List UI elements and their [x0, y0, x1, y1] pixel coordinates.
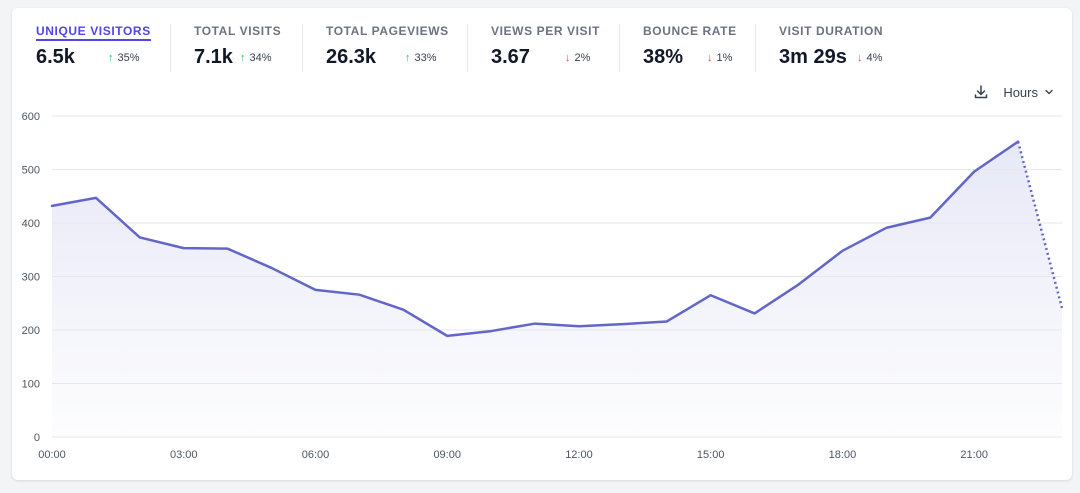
data-point[interactable]: [530, 319, 540, 329]
metric-label: VIEWS PER VISIT: [491, 24, 601, 38]
x-tick-label: 18:00: [829, 449, 857, 461]
data-point[interactable]: [969, 167, 979, 177]
data-point[interactable]: [750, 308, 760, 318]
metric-value: 38%: [643, 46, 684, 68]
metric-change: ↑ 35%: [108, 52, 140, 64]
arrow-down-icon: ↓: [707, 52, 713, 64]
metric-value: 7.1k: [194, 46, 233, 68]
series-area: [52, 141, 1062, 437]
metric-label: BOUNCE RATE: [643, 24, 737, 38]
metric-change-value: 35%: [117, 52, 140, 64]
metric-label: TOTAL PAGEVIEWS: [326, 24, 449, 38]
data-point[interactable]: [91, 193, 101, 203]
x-tick-label: 03:00: [170, 449, 198, 461]
metric-divider: [619, 24, 620, 72]
data-point[interactable]: [794, 280, 804, 290]
data-point[interactable]: [135, 232, 145, 242]
x-tick-label: 21:00: [960, 449, 988, 461]
metric-label: UNIQUE VISITORS: [36, 24, 151, 41]
series-line-incomplete: [1016, 141, 1064, 309]
metric-bounce-rate[interactable]: BOUNCE RATE 38% ↓ 1%: [643, 22, 783, 74]
y-tick-label: 200: [22, 325, 40, 337]
x-tick-label: 00:00: [38, 449, 66, 461]
metric-change: ↓ 1%: [707, 52, 732, 64]
interval-dropdown[interactable]: Hours: [1003, 85, 1054, 100]
y-tick-label: 500: [22, 165, 40, 177]
download-icon[interactable]: [973, 84, 989, 100]
data-point[interactable]: [925, 213, 935, 223]
x-tick-label: 12:00: [565, 449, 593, 461]
metric-value: 3.67: [491, 46, 530, 68]
x-tick-label: 09:00: [433, 449, 461, 461]
metric-change-value: 1%: [716, 52, 733, 64]
metric-divider: [170, 24, 171, 72]
metric-total-visits[interactable]: TOTAL VISITS 7.1k ↑ 34%: [194, 22, 334, 74]
arrow-up-icon: ↑: [108, 52, 114, 64]
chevron-down-icon: [1045, 89, 1053, 95]
metric-total-pageviews[interactable]: TOTAL PAGEVIEWS 26.3k ↑ 33%: [326, 22, 466, 74]
data-point[interactable]: [706, 290, 716, 300]
y-tick-label: 400: [22, 218, 40, 230]
metric-value: 6.5k: [36, 46, 75, 68]
y-tick-label: 300: [22, 272, 40, 284]
arrow-down-icon: ↓: [857, 52, 863, 64]
data-point[interactable]: [442, 331, 452, 341]
data-point[interactable]: [398, 305, 408, 315]
data-point[interactable]: [179, 243, 189, 253]
metric-value: 26.3k: [326, 46, 377, 68]
data-point[interactable]: [618, 319, 628, 329]
metric-change-value: 33%: [414, 52, 437, 64]
top-stats: UNIQUE VISITORS 6.5k ↑ 35% TOTAL VISITS 7.1k ↑…: [12, 22, 1072, 74]
metric-visit-duration[interactable]: VISIT DURATION 3m 29s ↓ 4%: [779, 22, 919, 74]
metric-change: ↑ 33%: [405, 52, 437, 64]
x-tick-label: 15:00: [697, 449, 725, 461]
metric-change: ↓ 4%: [857, 52, 882, 64]
visitors-chart: 0 100 200 300 400 500 600 00:00 03:00 06:00 09:00 1…: [22, 111, 1067, 461]
data-point[interactable]: [310, 285, 320, 295]
graph-controls: Hours: [973, 82, 1054, 102]
arrow-down-icon: ↓: [565, 52, 571, 64]
y-tick-label: 0: [34, 432, 40, 444]
data-point[interactable]: [662, 316, 672, 326]
arrow-up-icon: ↑: [240, 52, 246, 64]
metric-change: ↓ 2%: [565, 52, 590, 64]
metric-divider: [755, 24, 756, 72]
metric-unique-visitors[interactable]: UNIQUE VISITORS 6.5k ↑ 35%: [36, 22, 176, 74]
data-point[interactable]: [267, 263, 277, 273]
interval-label: Hours: [1003, 84, 1038, 100]
data-point[interactable]: [881, 223, 891, 233]
metric-label: TOTAL VISITS: [194, 24, 282, 38]
main-graph-card: UNIQUE VISITORS 6.5k ↑ 35% TOTAL VISITS 7.1k ↑…: [12, 8, 1072, 480]
data-point[interactable]: [1057, 303, 1067, 313]
arrow-up-icon: ↑: [405, 52, 411, 64]
y-tick-label: 600: [22, 111, 40, 123]
metric-change: ↑ 34%: [240, 52, 272, 64]
metric-value: 3m 29s: [779, 46, 847, 68]
data-point[interactable]: [574, 321, 584, 331]
data-point[interactable]: [1013, 137, 1023, 147]
metric-divider: [467, 24, 468, 72]
data-point[interactable]: [354, 290, 364, 300]
metric-divider: [302, 24, 303, 72]
data-point[interactable]: [223, 244, 233, 254]
x-tick-label: 06:00: [302, 449, 330, 461]
metric-change-value: 2%: [574, 52, 591, 64]
series-line: [50, 140, 1020, 338]
y-tick-label: 100: [22, 379, 40, 391]
metric-label: VISIT DURATION: [779, 24, 884, 38]
metric-views-per-visit[interactable]: VIEWS PER VISIT 3.67 ↓ 2%: [491, 22, 631, 74]
data-point[interactable]: [486, 326, 496, 336]
data-point[interactable]: [837, 246, 847, 256]
data-point[interactable]: [47, 201, 57, 211]
metric-change-value: 4%: [866, 52, 883, 64]
metric-change-value: 34%: [249, 52, 272, 64]
